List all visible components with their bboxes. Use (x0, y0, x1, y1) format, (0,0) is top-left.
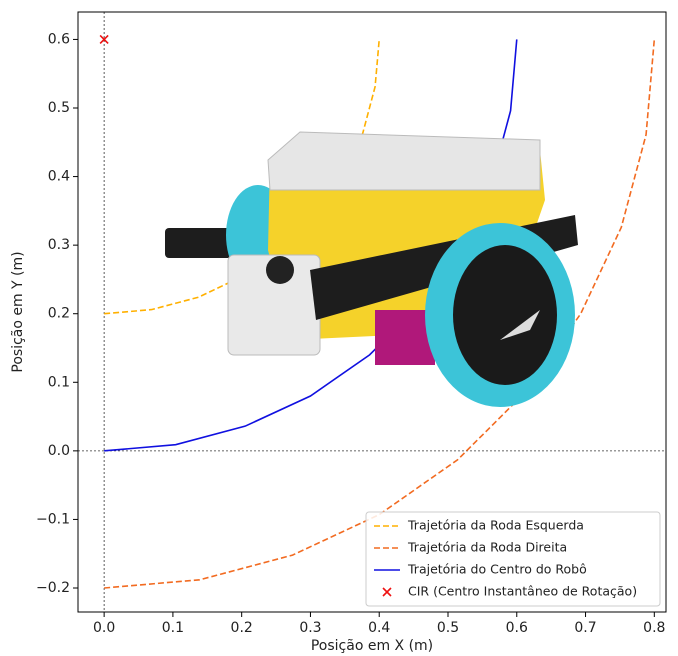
page: {"chart_data": {"type": "line", "xlabel"… (0, 0, 678, 656)
y-tick-label: 0.6 (48, 31, 70, 47)
legend-label: Trajetória da Roda Esquerda (407, 518, 584, 533)
legend: Trajetória da Roda Esquerda Trajetória da… (366, 512, 660, 606)
x-tick-label: 0.1 (162, 620, 184, 636)
knob (266, 256, 294, 284)
y-tick-label: −0.2 (36, 580, 70, 596)
x-tick-label: 0.4 (368, 620, 390, 636)
x-tick-label: 0.5 (437, 620, 459, 636)
y-tick-label: −0.1 (36, 511, 70, 527)
y-tick-label: 0.5 (48, 100, 70, 116)
x-axis-label: Posição em X (m) (311, 638, 433, 654)
y-tick-label: 0.1 (48, 374, 70, 390)
x-tick-label: 0.2 (231, 620, 253, 636)
legend-label: Trajetória da Roda Direita (407, 540, 567, 555)
x-tick-label: 0.0 (93, 620, 115, 636)
y-tick-label: 0.4 (48, 169, 70, 185)
rim (453, 245, 557, 385)
legend-label: Trajetória do Centro do Robô (407, 562, 587, 577)
y-tick-label: 0.0 (48, 443, 70, 459)
x-tick-label: 0.6 (506, 620, 528, 636)
x-tick-label: 0.3 (299, 620, 321, 636)
x-tick-label: 0.7 (574, 620, 596, 636)
legend-label: CIR (Centro Instantâneo de Rotação) (408, 584, 637, 599)
hub (268, 132, 540, 190)
chart: 0.0 0.1 0.2 0.3 0.4 0.5 0.6 0.7 0.8 −0.2 −0.1 0.0 0.… (0, 0, 678, 656)
x-tick-label: 0.8 (643, 620, 665, 636)
y-tick-label: 0.3 (48, 237, 70, 253)
robot-photo (165, 132, 578, 407)
y-tick-label: 0.2 (48, 306, 70, 322)
y-axis-label: Posição em Y (m) (10, 251, 26, 372)
